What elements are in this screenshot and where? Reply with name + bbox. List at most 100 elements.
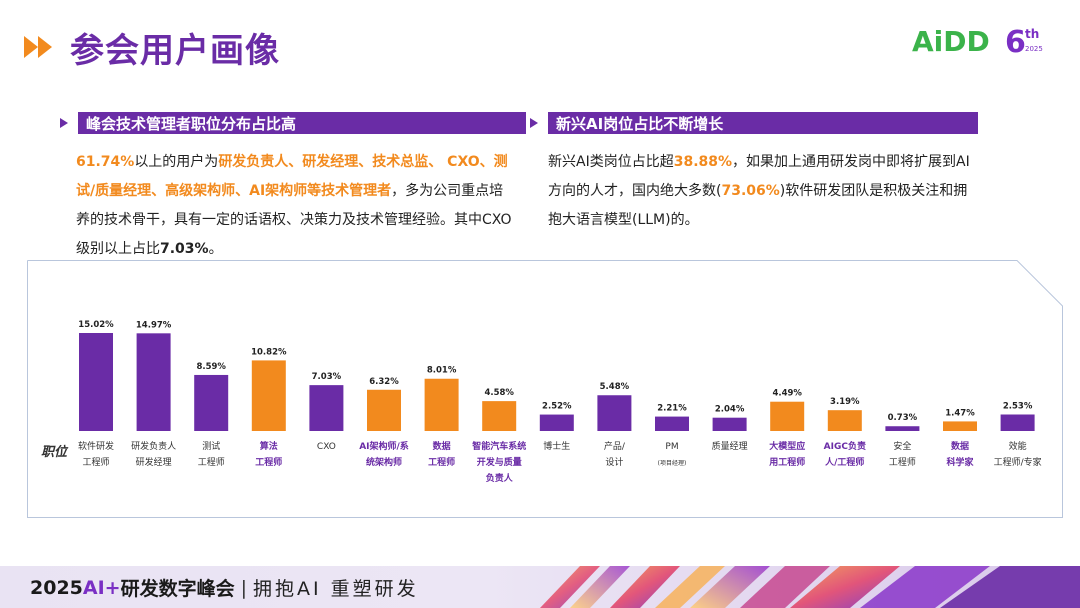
bar-value-label: 2.52% xyxy=(542,402,572,412)
logo-text: AiDD xyxy=(912,25,990,58)
category-label: (项目经理) xyxy=(658,459,687,467)
logo-number: 6 xyxy=(1005,25,1026,58)
bar-value-label: 2.21% xyxy=(657,404,687,414)
category-label: 工程师 xyxy=(428,456,455,468)
category-label: 设计 xyxy=(605,456,623,468)
chart-frame: 职位 15.02% 软件研发 工程师 14.97% 研发负责人 研发经理 8.59% 测试 工程师… xyxy=(27,260,1063,518)
page-title-area: 参会用户画像 xyxy=(22,22,280,72)
page-title: 参会用户画像 xyxy=(70,30,280,71)
bar xyxy=(539,414,574,431)
category-label: 工程师 xyxy=(198,456,225,468)
bar-value-label: 7.03% xyxy=(312,372,342,382)
double-arrow-icon xyxy=(22,32,62,62)
left-paragraph: 61.74%以上的用户为研发负责人、研发经理、技术总监、 CXO、测试/质量经理… xyxy=(76,148,516,264)
bar xyxy=(885,426,920,431)
right-paragraph: 新兴AI类岗位占比超38.88%，如果加上通用研发岗中即将扩展到AI方向的人才，… xyxy=(548,148,973,235)
aidd-logo: AiDD 6 th 2025 xyxy=(912,24,1052,60)
left-section-title: 峰会技术管理者职位分布占比高 xyxy=(78,112,526,134)
category-label: 工程师 xyxy=(82,456,109,468)
highlight-percent: 61.74% xyxy=(76,154,135,170)
footer-event-name: 2025 AI+ 研发数字峰会 | 拥抱AI 重塑研发 xyxy=(30,574,419,601)
bar xyxy=(251,360,286,431)
footer-year: 2025 xyxy=(30,576,83,599)
category-label: CXO xyxy=(317,442,336,452)
category-label: 数据 xyxy=(951,440,969,452)
highlight-team-percent: 73.06% xyxy=(721,183,780,199)
bar xyxy=(136,333,171,431)
category-label: AI架构师/系 xyxy=(359,440,409,452)
bar-value-label: 8.01% xyxy=(427,366,457,376)
category-label: 负责人 xyxy=(486,472,514,484)
footer-slogan: 拥抱AI 重塑研发 xyxy=(253,578,419,600)
category-label: 用工程师 xyxy=(768,456,805,468)
category-label: 统架构师 xyxy=(366,456,402,468)
left-section-header: 峰会技术管理者职位分布占比高 xyxy=(60,112,526,134)
bar xyxy=(482,401,517,431)
category-label: 工程师 xyxy=(255,456,282,468)
bar xyxy=(1000,414,1035,431)
bar xyxy=(597,395,632,431)
category-label: 工程师/专家 xyxy=(994,456,1042,468)
right-section-header: 新兴AI岗位占比不断增长 xyxy=(530,112,978,134)
category-label: 科学家 xyxy=(946,456,974,468)
text-segment: 以上的用户为 xyxy=(134,154,219,170)
category-label: 研发经理 xyxy=(136,456,172,468)
bar-value-label: 4.58% xyxy=(484,388,514,398)
bar-value-label: 2.04% xyxy=(715,405,745,415)
bar xyxy=(424,378,459,431)
footer-name: 研发数字峰会 xyxy=(120,578,235,600)
bar xyxy=(367,389,401,431)
category-label: 数据 xyxy=(433,440,451,452)
bar-value-label: 0.73% xyxy=(888,413,918,423)
category-label: 大模型应 xyxy=(769,440,805,452)
bar-value-label: 3.19% xyxy=(830,397,860,407)
bar-value-label: 14.97% xyxy=(136,320,172,330)
logo-superscript: th xyxy=(1025,27,1039,41)
bar xyxy=(943,421,977,431)
category-label: 工程师 xyxy=(889,456,916,468)
bar-value-label: 10.82% xyxy=(251,347,287,357)
decorative-ribbon-art xyxy=(540,566,1080,608)
highlight-ai-percent: 38.88% xyxy=(673,154,733,170)
bar-value-label: 5.48% xyxy=(600,382,630,392)
bar xyxy=(770,401,805,431)
text-segment: 。 xyxy=(208,241,223,257)
bar xyxy=(655,416,689,431)
bar-value-label: 1.47% xyxy=(945,408,975,418)
bar xyxy=(309,385,344,431)
category-label: 人/工程师 xyxy=(824,456,864,468)
chart-border xyxy=(27,260,1063,518)
category-label: 研发负责人 xyxy=(131,440,176,452)
highlight-roles: 研发负责人、研发经理、技术总监、 CXO、测试/质量经理、高级架构师、AI架构师… xyxy=(76,154,508,199)
footer-banner: 2025 AI+ 研发数字峰会 | 拥抱AI 重塑研发 xyxy=(0,566,1080,608)
category-label: 测试 xyxy=(202,440,220,452)
category-label: 博士生 xyxy=(543,440,570,452)
highlight-cxo-percent: 7.03% xyxy=(160,241,209,257)
bar-value-label: 6.32% xyxy=(369,377,399,387)
category-label: 开发与质量 xyxy=(477,456,522,468)
bar xyxy=(712,417,747,431)
bar-value-label: 4.49% xyxy=(772,389,802,399)
text-segment: ，多为公司重点培养的技术骨干，具有一定的话语权、决策力及技术管理经验。其中CXO… xyxy=(76,183,512,257)
category-label: AIGC负责 xyxy=(824,440,866,452)
category-label: 安全 xyxy=(893,440,911,452)
right-section-title: 新兴AI岗位占比不断增长 xyxy=(548,112,978,134)
bar-value-label: 8.59% xyxy=(196,362,226,372)
category-label: 智能汽车系统 xyxy=(472,440,526,452)
bar-value-label: 2.53% xyxy=(1003,401,1033,411)
logo-year: 2025 xyxy=(1025,45,1043,53)
bar xyxy=(79,333,113,431)
bar xyxy=(194,374,229,431)
triangle-bullet-icon xyxy=(60,118,68,128)
triangle-bullet-icon xyxy=(530,118,538,128)
category-label: 算法 xyxy=(260,440,278,452)
text-segment: 新兴AI类岗位占比超 xyxy=(548,154,674,170)
footer-separator: | xyxy=(240,576,248,599)
category-label: 效能 xyxy=(1009,440,1027,452)
category-label: PM xyxy=(665,442,678,452)
text-segment: ，如果加上通用研发岗中即将扩展到AI方向的人才，国内绝大多数( xyxy=(548,154,970,199)
bar-value-label: 15.02% xyxy=(78,320,114,330)
category-label: 软件研发 xyxy=(78,440,114,452)
footer-ai: AI+ xyxy=(82,576,121,599)
